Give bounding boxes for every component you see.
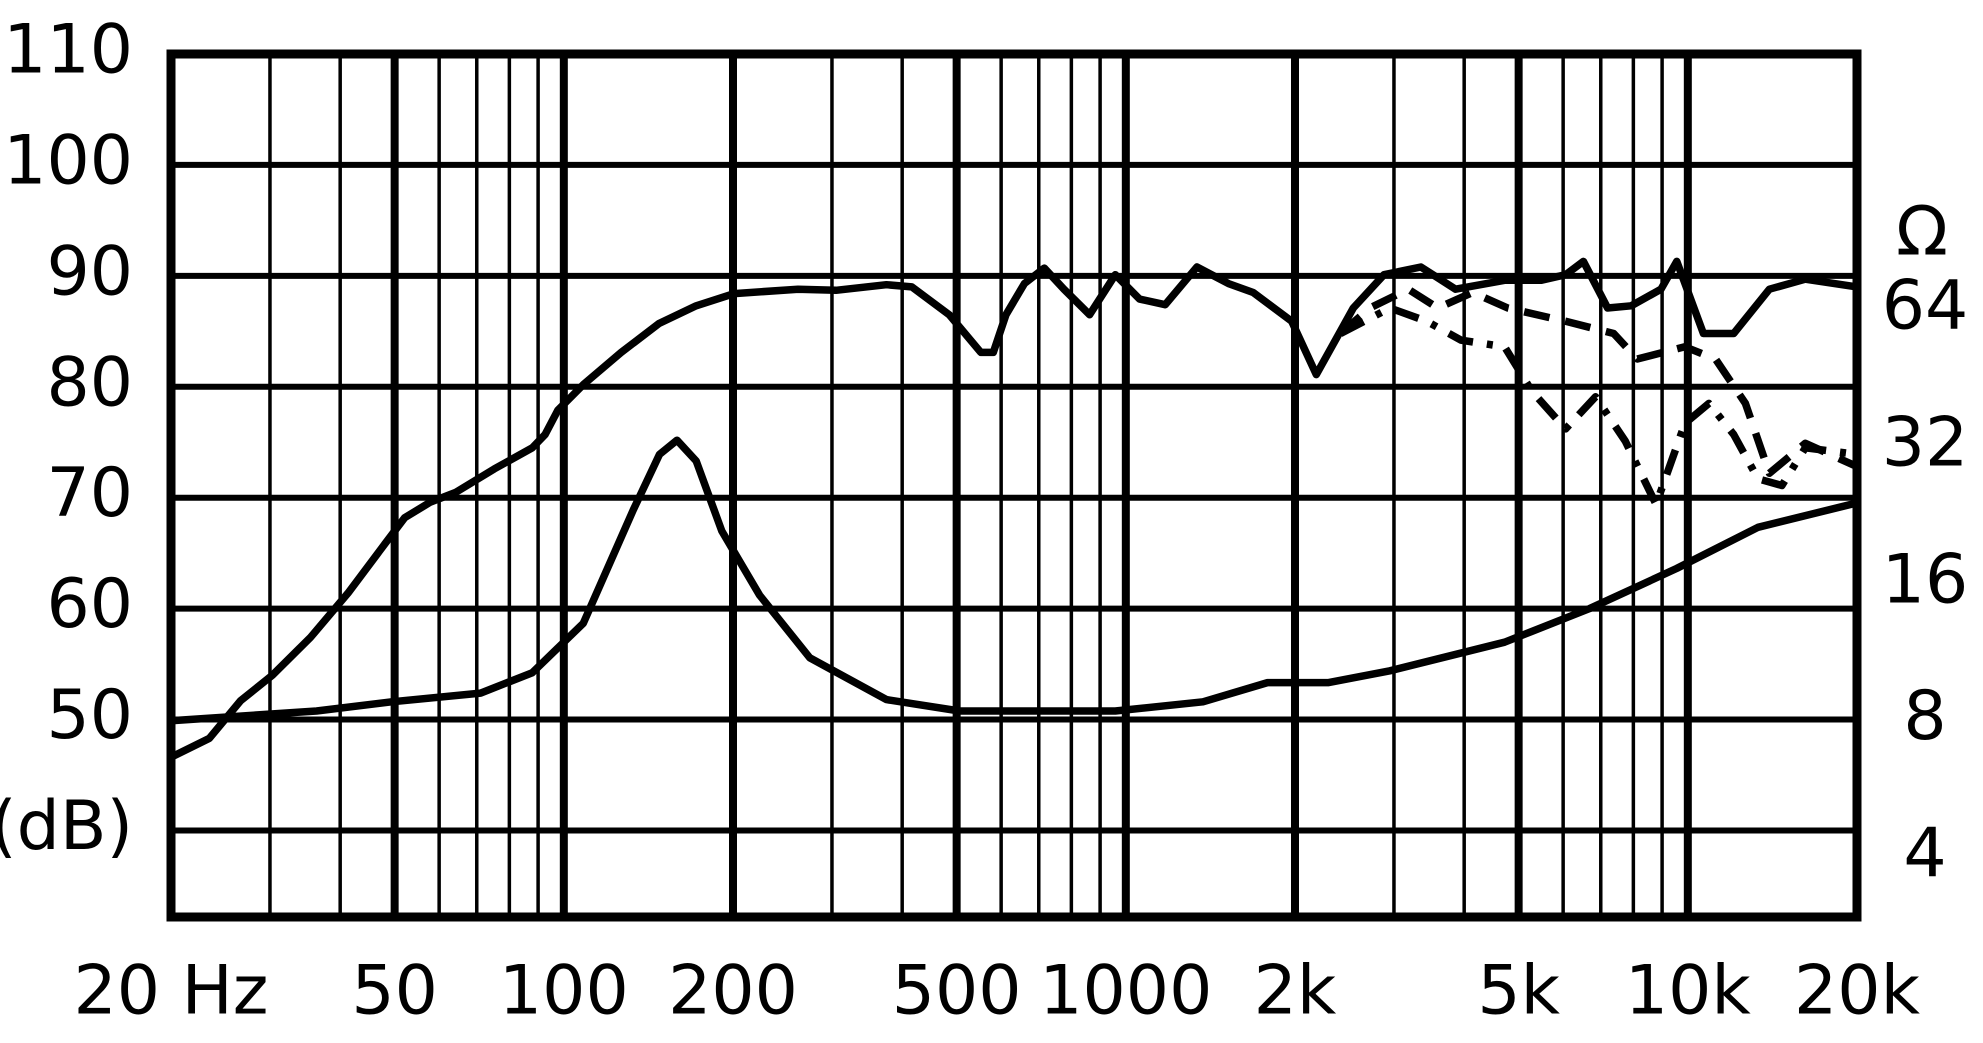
plot-frame <box>166 49 1862 922</box>
y2-tick-label: 4 <box>1903 814 1946 893</box>
y-tick-label: 100 <box>3 121 133 200</box>
y-tick-label: (dB) <box>0 787 133 866</box>
series-line <box>1338 285 1859 478</box>
y-tick-label: 70 <box>46 454 133 533</box>
y-tick-label: 110 <box>3 11 133 90</box>
x-tick-label: 20k <box>1794 952 1921 1031</box>
series-line <box>170 436 1858 725</box>
y-tick-label: 60 <box>46 565 133 644</box>
x-tick-label: 500 <box>892 952 1022 1031</box>
y-tick-label: 50 <box>46 676 133 755</box>
y-tick-label: 90 <box>46 232 133 311</box>
y2-tick-label: 64 <box>1882 267 1969 346</box>
series-line <box>1338 304 1858 509</box>
series-line <box>169 257 1858 761</box>
x-tick-label: 1000 <box>1039 952 1212 1031</box>
x-tick-label: 100 <box>499 952 629 1031</box>
y2-tick-label: 32 <box>1882 403 1969 482</box>
x-tick-label: 200 <box>668 952 798 1031</box>
x-tick-label: 10k <box>1625 952 1752 1031</box>
x-tick-label: 5k <box>1477 952 1560 1031</box>
y2-tick-label: 8 <box>1903 677 1946 756</box>
x-tick-label: 20 Hz <box>74 952 269 1031</box>
x-tick-label: 50 <box>351 952 438 1031</box>
y2-tick-label: 16 <box>1882 540 1969 619</box>
y-tick-label: 80 <box>46 343 133 422</box>
y2-axis-label: Ω <box>1896 193 1948 272</box>
x-tick-label: 2k <box>1254 952 1337 1031</box>
